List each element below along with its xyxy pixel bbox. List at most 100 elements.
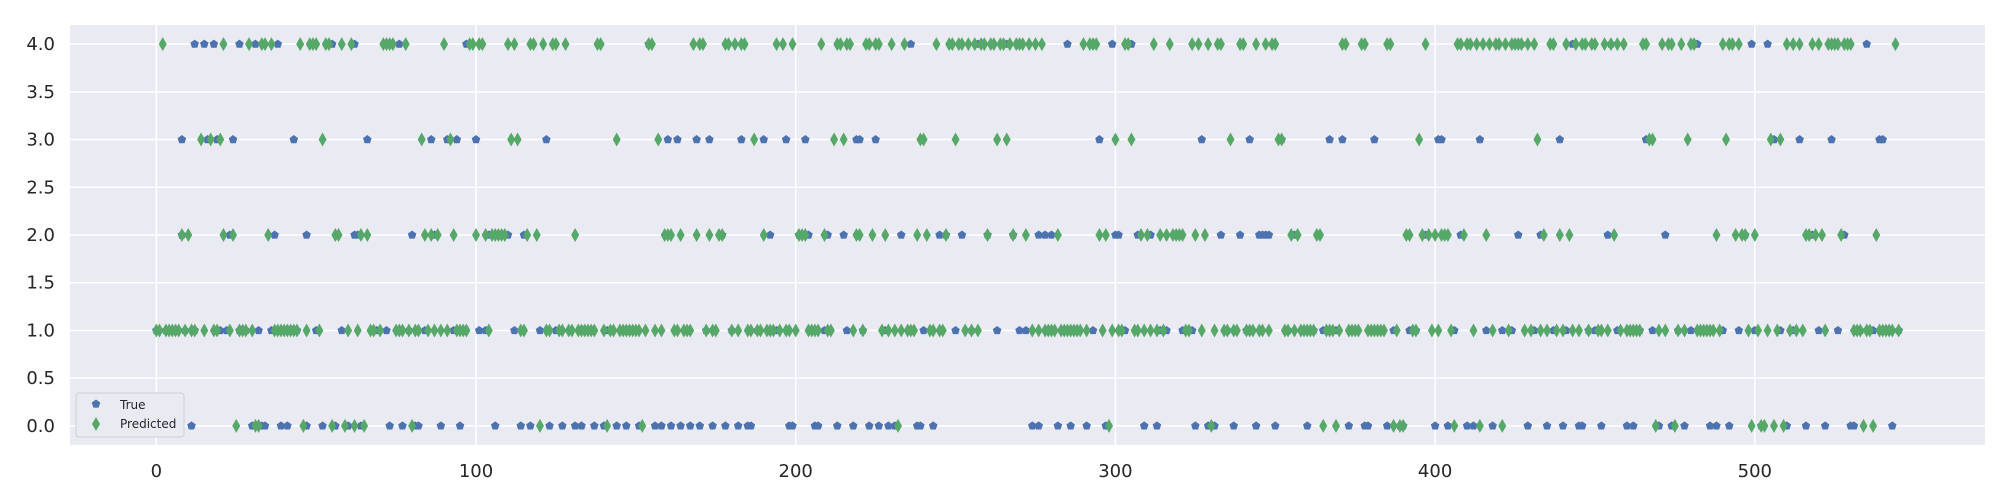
true-point xyxy=(545,421,554,430)
predicted-point xyxy=(1456,37,1465,52)
true-point xyxy=(1028,421,1037,430)
predicted-point xyxy=(1600,37,1609,52)
predicted-point xyxy=(849,323,858,338)
predicted-point xyxy=(347,37,356,52)
predicted-point xyxy=(1399,418,1408,433)
true-point xyxy=(1040,230,1050,239)
predicted-point xyxy=(1248,323,1257,338)
predicted-point xyxy=(174,323,183,338)
predicted-point xyxy=(1769,418,1778,433)
true-point xyxy=(526,421,535,430)
predicted-point xyxy=(1683,132,1692,147)
predicted-point xyxy=(532,228,541,242)
predicted-point xyxy=(1750,228,1759,242)
predicted-point xyxy=(1319,418,1328,433)
predicted-point xyxy=(638,418,647,433)
predicted-point xyxy=(481,228,490,242)
predicted-point xyxy=(868,228,877,242)
predicted-point xyxy=(315,323,324,338)
predicted-point xyxy=(801,228,810,242)
predicted-point xyxy=(302,323,311,338)
true-point xyxy=(865,421,874,430)
true-point xyxy=(1849,421,1859,430)
predicted-point xyxy=(424,323,433,338)
true-point xyxy=(1734,326,1744,335)
x-tick-label: 0 xyxy=(151,461,162,482)
predicted-point xyxy=(401,37,410,52)
predicted-point xyxy=(1741,228,1750,242)
predicted-point xyxy=(1667,37,1676,52)
predicted-point xyxy=(539,37,548,52)
predicted-point xyxy=(1651,418,1660,433)
predicted-point xyxy=(689,37,698,52)
true-point xyxy=(542,135,551,144)
predicted-point xyxy=(1552,323,1561,338)
true-point xyxy=(906,39,916,48)
true-point xyxy=(1034,230,1043,239)
predicted-point xyxy=(1418,228,1427,242)
predicted-point xyxy=(973,323,982,338)
predicted-point xyxy=(190,323,199,338)
true-point xyxy=(1686,326,1696,335)
true-point xyxy=(1034,421,1043,430)
predicted-point xyxy=(1894,323,1903,338)
predicted-point xyxy=(1690,37,1699,52)
predicted-point xyxy=(1606,37,1615,52)
predicted-point xyxy=(967,323,976,338)
true-point xyxy=(1523,421,1533,430)
predicted-point xyxy=(1424,228,1433,242)
predicted-point xyxy=(596,37,605,52)
predicted-point xyxy=(1095,228,1104,242)
true-point xyxy=(1063,39,1072,48)
predicted-point xyxy=(964,37,973,52)
predicted-point xyxy=(1859,418,1868,433)
predicted-point xyxy=(1431,228,1440,242)
true-point xyxy=(705,135,714,144)
predicted-point xyxy=(951,132,960,147)
true-point xyxy=(273,39,283,48)
predicted-point xyxy=(836,37,845,52)
predicted-point xyxy=(989,37,998,52)
predicted-point xyxy=(865,37,874,52)
predicted-point xyxy=(881,228,890,242)
predicted-point xyxy=(1447,323,1456,338)
predicted-point xyxy=(894,418,903,433)
true-point xyxy=(673,135,682,144)
predicted-point xyxy=(1258,323,1267,338)
predicted-point xyxy=(567,323,576,338)
predicted-point xyxy=(1082,323,1091,338)
true-point xyxy=(577,421,586,430)
predicted-point xyxy=(1469,323,1478,338)
predicted-point xyxy=(1833,37,1842,52)
true-point xyxy=(1066,421,1075,430)
predicted-point xyxy=(1111,132,1120,147)
predicted-point xyxy=(999,37,1008,52)
true-point xyxy=(1878,135,1887,144)
predicted-point xyxy=(468,37,477,52)
predicted-point xyxy=(404,323,413,338)
true-point xyxy=(187,421,196,430)
predicted-point xyxy=(1450,418,1459,433)
predicted-point xyxy=(1216,37,1225,52)
true-point xyxy=(928,421,938,430)
predicted-point xyxy=(1101,228,1110,242)
predicted-point xyxy=(788,37,797,52)
predicted-point xyxy=(1200,228,1209,242)
x-tick-label: 100 xyxy=(459,461,493,482)
predicted-point xyxy=(1479,37,1488,52)
true-point xyxy=(813,421,823,430)
predicted-point xyxy=(1549,37,1558,52)
predicted-point xyxy=(1405,228,1414,242)
true-point xyxy=(254,326,263,335)
true-point xyxy=(721,421,730,430)
predicted-point xyxy=(443,323,452,338)
predicted-point xyxy=(740,37,749,52)
predicted-point xyxy=(993,132,1002,147)
true-point xyxy=(1235,230,1245,239)
predicted-point xyxy=(647,37,656,52)
predicted-point xyxy=(1613,37,1622,52)
y-tick-label: 0.5 xyxy=(26,368,55,389)
true-point xyxy=(1597,421,1606,430)
predicted-point xyxy=(769,323,778,338)
y-tick-label: 0.0 xyxy=(26,416,55,437)
